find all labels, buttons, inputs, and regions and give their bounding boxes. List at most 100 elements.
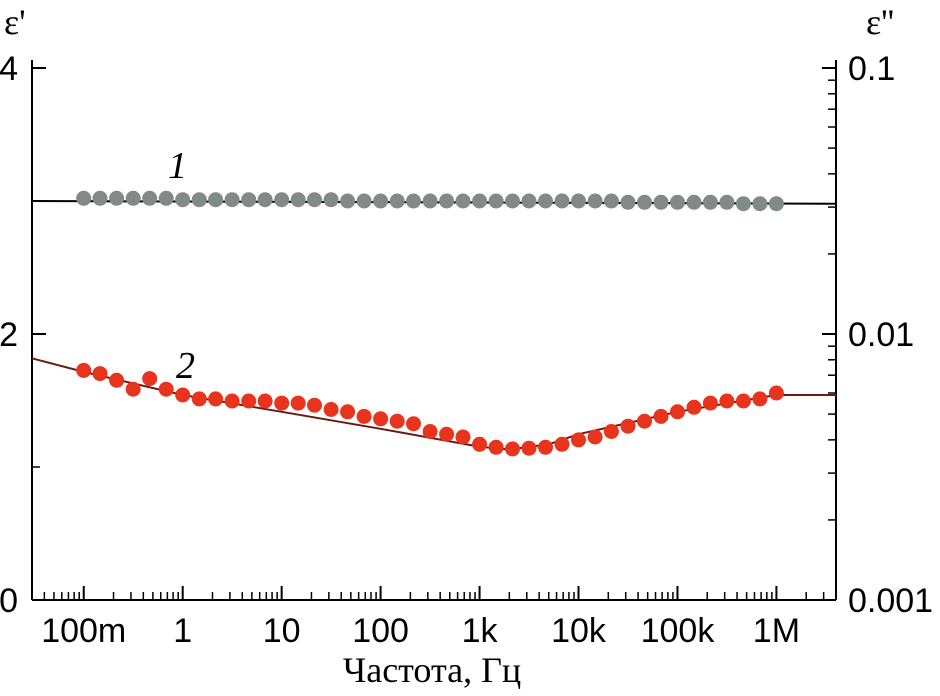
x-tick-label: 10k [551, 612, 607, 650]
y-right-tick-label: 0.1 [848, 50, 895, 88]
series-2-label: 2 [176, 345, 195, 387]
x-tick-label: 1M [753, 612, 800, 650]
x-tick-label: 100k [641, 612, 716, 650]
series-1-point [142, 190, 158, 206]
series-2-point [670, 404, 685, 420]
series-2-point [455, 429, 471, 445]
x-tick-label: 100m [41, 612, 126, 650]
series-1-point [356, 193, 372, 209]
data-markers [76, 190, 784, 457]
series-1-point [620, 194, 636, 210]
series-1-point [224, 192, 240, 208]
series-1-point [340, 193, 356, 209]
series-1-point [587, 193, 603, 209]
series-1-point [472, 193, 488, 209]
x-axis-title: Частота, Гц [343, 650, 521, 690]
series-2-point [76, 362, 92, 378]
series-2-point [125, 381, 141, 397]
series-1-point [752, 196, 768, 212]
y-left-tick-label: 2 [0, 316, 18, 354]
series-1-point [422, 193, 438, 209]
x-tick-label: 100 [352, 612, 409, 650]
series-2-point [224, 393, 240, 409]
series-1-point [768, 196, 784, 212]
y-left-axis-title: ε' [4, 2, 26, 42]
series-1-point [109, 190, 125, 206]
series-2-point [109, 372, 125, 388]
series-2-point [422, 424, 438, 439]
x-tick-label: 1k [462, 612, 499, 650]
ticks [31, 67, 837, 601]
series-1-point [702, 194, 718, 210]
series-1-point [92, 190, 108, 206]
y-left-tick-label: 0 [0, 582, 18, 620]
x-tick-label: 1 [173, 612, 192, 650]
series-2-point [768, 385, 784, 401]
series-2-point [290, 395, 306, 411]
series-1-point [76, 190, 92, 206]
series-2-point [323, 402, 339, 417]
series-2-point [587, 429, 603, 445]
series-2-point [175, 387, 191, 403]
series-1-point [571, 193, 586, 209]
series-2-point [439, 426, 455, 442]
series-1-point [735, 196, 751, 212]
series-1-point [719, 194, 735, 210]
series-2-point [307, 397, 322, 413]
series-2-point [686, 399, 702, 415]
series-2-point [702, 395, 718, 411]
series-2-point [735, 393, 751, 409]
series-2-point [653, 408, 669, 424]
series-2-point [505, 441, 520, 457]
y-right-tick-label: 0.01 [848, 316, 914, 354]
series-2-point [158, 381, 174, 397]
series-1-point [208, 192, 224, 208]
tick-labels: 100m 1 10 100 1k 10k 100k 1M 0 2 4 0.001 0.01 0.1 [0, 50, 933, 650]
series-2-point [241, 393, 257, 409]
y-right-tick-label: 0.001 [848, 582, 933, 620]
series-1-point [653, 194, 669, 210]
series-2-point [191, 391, 207, 407]
series-1-point [637, 194, 652, 210]
series-1-point [290, 192, 306, 208]
series-1-point [505, 193, 520, 209]
series-2-point [521, 440, 537, 456]
fit-lines [31, 200, 837, 451]
series-1-point [373, 193, 389, 209]
series-1-label: 1 [168, 145, 187, 187]
series-1-point [686, 194, 702, 210]
series-2-point [637, 413, 652, 429]
series-1-point [406, 193, 421, 209]
series-1-point [257, 192, 273, 208]
series-2-point [208, 391, 224, 407]
series-1-point [488, 193, 504, 209]
y-right-axis-title: ε'' [866, 2, 894, 42]
series-2-point [274, 395, 290, 411]
series-2-point [356, 408, 372, 424]
series-1-point [554, 193, 570, 209]
series-2-point [472, 436, 488, 452]
series-1-point [158, 190, 174, 206]
series-1-point [274, 192, 290, 208]
series-2-point [373, 411, 389, 427]
series-2-point [538, 439, 553, 455]
series-2-point [620, 418, 636, 434]
series-2-point [340, 404, 356, 420]
series-1-point [389, 193, 405, 209]
series-2-point [142, 371, 158, 387]
series-2-point [488, 439, 504, 455]
series-2-point [257, 393, 273, 409]
series-2-point [406, 416, 421, 432]
series-1-point [521, 193, 537, 209]
series-2-point [554, 436, 570, 452]
series-2-point [571, 432, 586, 448]
series-1-point [538, 193, 553, 209]
series-2-point [603, 424, 619, 439]
series-2-point [719, 393, 735, 409]
series-1-point [603, 193, 619, 209]
series-1-point [241, 192, 257, 208]
series-2-point [752, 391, 768, 407]
y-left-tick-label: 4 [0, 50, 18, 88]
series-1-point [323, 192, 339, 208]
